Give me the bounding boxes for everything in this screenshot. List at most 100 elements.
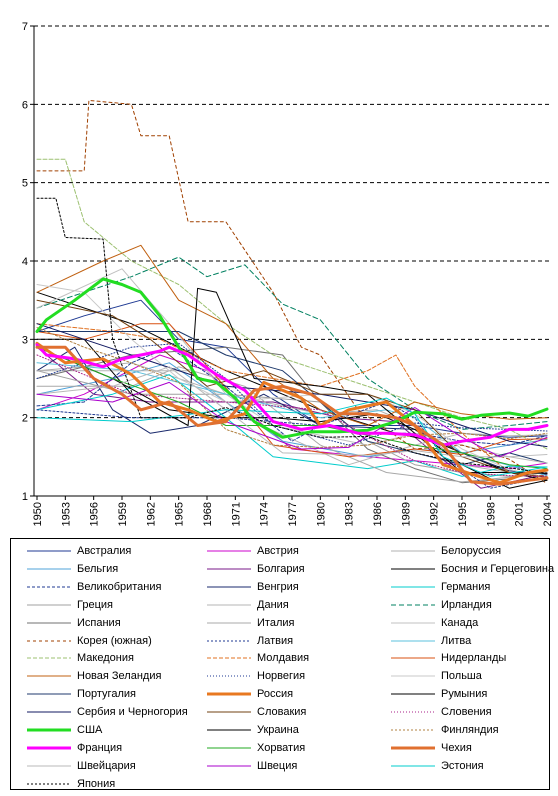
x-tick-label: 1998 <box>485 502 497 526</box>
legend-label: Хорватия <box>257 741 306 754</box>
legend-item: Великобритания <box>23 578 183 596</box>
series-line <box>36 366 548 483</box>
legend-swatch <box>27 622 71 624</box>
legend-label: Россия <box>257 688 294 701</box>
legend-item: Литва <box>387 632 547 650</box>
legend-swatch <box>207 622 251 624</box>
legend-label: Словакия <box>257 706 307 719</box>
x-tick-label: 1953 <box>60 502 72 526</box>
legend-swatch <box>27 746 71 750</box>
x-tick-label: 1968 <box>202 502 214 526</box>
legend-swatch <box>207 765 251 767</box>
legend-item: Чехия <box>387 739 547 757</box>
grid-lines <box>34 25 550 419</box>
legend-item: Италия <box>203 614 363 632</box>
y-tick-label: 6 <box>22 99 28 111</box>
legend-swatch <box>207 729 251 731</box>
legend-item: Австралия <box>23 542 183 560</box>
legend-item: Канада <box>387 614 547 632</box>
series-line <box>36 381 548 458</box>
legend-item: Финляндия <box>387 721 547 739</box>
legend-label: Греция <box>77 598 113 611</box>
x-tick-label: 1965 <box>174 502 186 526</box>
legend-swatch <box>391 765 435 767</box>
legend-swatch <box>27 657 71 659</box>
legend-item: Новая Зеландия <box>23 667 183 685</box>
legend-swatch <box>391 622 435 624</box>
legend-label: Чехия <box>441 741 472 754</box>
legend-swatch <box>27 604 71 606</box>
legend-label: Сербия и Черногория <box>77 706 188 719</box>
legend-label: Япония <box>77 777 116 790</box>
legend-swatch <box>391 568 435 570</box>
legend-item: Норвегия <box>203 667 363 685</box>
legend-swatch <box>391 675 435 677</box>
legend-label: Германия <box>441 580 491 593</box>
legend-label: Македония <box>77 652 134 665</box>
legend-swatch <box>27 783 71 785</box>
x-tick-label: 1971 <box>230 502 242 526</box>
legend-label: Новая Зеландия <box>77 670 162 683</box>
series-line <box>36 366 548 464</box>
x-tick-label: 1977 <box>287 502 299 526</box>
legend-label: Болгария <box>257 562 305 575</box>
legend-label: Швейцария <box>77 759 136 772</box>
legend-label: Канада <box>441 616 479 629</box>
legend-item: США <box>23 721 183 739</box>
legend-swatch <box>207 692 251 696</box>
series-layer <box>35 99 549 489</box>
series-line <box>36 354 548 477</box>
legend-item: Корея (южная) <box>23 632 183 650</box>
legend-swatch <box>391 657 435 659</box>
legend-label: Литва <box>441 634 472 647</box>
legend-swatch <box>391 729 435 731</box>
legend-item: Швеция <box>203 757 363 775</box>
series-line <box>35 345 549 486</box>
legend-label: Босния и Герцеговина <box>441 562 555 575</box>
legend-swatch <box>27 568 71 570</box>
legend-item: Франция <box>23 739 183 757</box>
x-tick-label: 1980 <box>315 502 327 526</box>
legend-label: Венгрия <box>257 580 299 593</box>
legend-label: США <box>77 724 103 736</box>
legend-label: Словения <box>441 706 492 719</box>
x-tick-label: 1983 <box>344 502 356 526</box>
legend-label: Швеция <box>257 759 298 772</box>
legend-label: Корея (южная) <box>77 634 152 647</box>
legend-swatch <box>207 747 251 749</box>
legend: Австралия Австрия Белоруссия Бельгия Болгари… <box>10 538 554 790</box>
series-line <box>36 323 548 448</box>
series-line <box>36 244 548 426</box>
series-line <box>36 342 548 446</box>
legend-label: Италия <box>257 616 295 629</box>
legend-swatch <box>391 604 435 606</box>
legend-swatch <box>27 550 71 552</box>
x-tick-label: 1956 <box>89 502 101 526</box>
legend-label: Румыния <box>441 688 488 701</box>
series-line <box>36 197 548 474</box>
legend-item: Словакия <box>203 703 363 721</box>
y-tick-label: 3 <box>22 334 28 346</box>
series-line <box>36 327 548 448</box>
legend-label: Австралия <box>77 545 132 557</box>
legend-item: Дания <box>203 596 363 614</box>
series-line <box>36 256 548 430</box>
legend-swatch <box>27 640 71 641</box>
legend-item: Сербия и Черногория <box>23 703 188 721</box>
legend-swatch <box>27 586 71 588</box>
legend-label: Испания <box>77 616 121 629</box>
legend-item: Босния и Герцеговина <box>387 560 554 578</box>
legend-label: Украина <box>257 724 299 736</box>
legend-label: Белоруссия <box>441 545 502 557</box>
legend-item: Ирландия <box>387 596 547 614</box>
legend-swatch <box>207 568 251 570</box>
legend-item: Нидерланды <box>387 649 547 667</box>
x-tick-labels: 1950 1953 1956 1959 1962 1965 1968 1971 1974 1977… <box>32 496 554 526</box>
legend-item: Латвия <box>203 632 363 650</box>
legend-swatch <box>207 711 251 713</box>
legend-item: Россия <box>203 685 363 703</box>
x-tick-label: 1992 <box>429 502 441 526</box>
legend-swatch <box>207 586 251 588</box>
legend-swatch <box>391 640 435 641</box>
legend-item: Эстония <box>387 757 547 775</box>
